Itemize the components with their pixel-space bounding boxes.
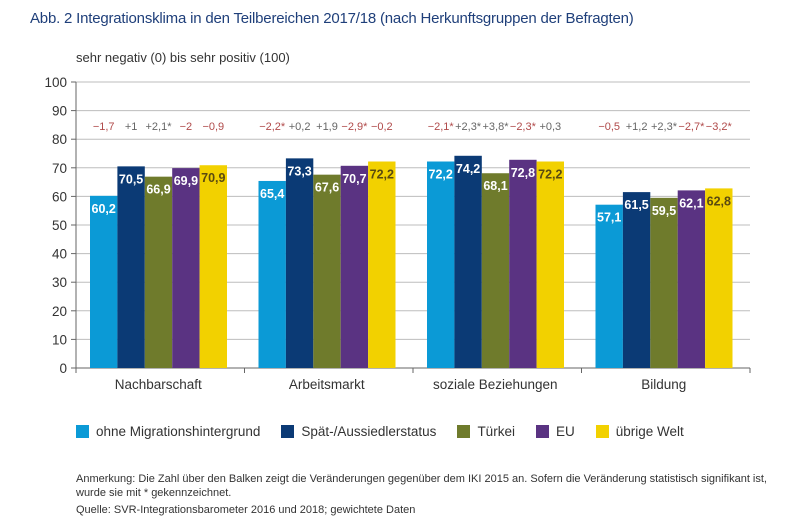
bar-value-label: 70,5 (119, 172, 143, 186)
y-tick-label: 70 (52, 161, 67, 176)
bar (313, 174, 341, 368)
bar-value-label: 57,1 (597, 211, 621, 225)
legend-swatch (281, 425, 295, 438)
y-tick-label: 80 (52, 132, 67, 147)
bar (454, 155, 482, 368)
legend-label: ohne Migrationshintergrund (96, 424, 261, 439)
bar (172, 168, 200, 368)
bar (509, 159, 537, 368)
bar (117, 166, 145, 368)
bar (144, 176, 173, 368)
bar-value-label: 60,2 (92, 202, 116, 216)
legend: ohne Migrationshintergrund Spät-/Aussiedl… (76, 424, 705, 439)
bar (340, 165, 369, 368)
y-tick-label: 90 (52, 104, 67, 119)
change-label: +0,3 (539, 121, 561, 133)
y-tick-label: 50 (52, 218, 67, 233)
y-axis-label: sehr negativ (0) bis sehr positiv (100) (76, 50, 290, 65)
bar (650, 197, 678, 368)
bar (705, 188, 733, 368)
change-label: +3,8* (483, 121, 510, 133)
bar-value-label: 62,8 (707, 194, 731, 208)
bar-chart: 0 10 20 30 40 50 60 70 80 90 100 Nachbarschaft 60,2 −… (44, 75, 751, 392)
y-tick-label: 30 (52, 275, 67, 290)
change-label: −2,9* (341, 121, 368, 133)
bar-value-label: 72,2 (538, 168, 562, 182)
bar (595, 204, 623, 368)
legend-item: EU (535, 424, 575, 439)
bar-value-label: 68,1 (483, 179, 507, 193)
change-label: +2,3* (455, 121, 482, 133)
bar-value-label: 61,5 (624, 198, 648, 212)
category-label: Nachbarschaft (115, 377, 202, 392)
y-tick-label: 40 (52, 247, 67, 262)
y-tick-label: 10 (52, 332, 67, 347)
change-label: −0,9 (202, 121, 224, 133)
bar (199, 165, 227, 368)
legend-swatch (535, 425, 549, 438)
bar (90, 195, 118, 368)
bar-value-label: 67,6 (315, 181, 339, 195)
change-label: −2,1* (428, 121, 455, 133)
category-label: Bildung (641, 377, 686, 392)
change-label: +0,2 (289, 121, 311, 133)
legend-label: übrige Welt (615, 424, 684, 439)
legend-swatch (595, 425, 609, 438)
bar-value-label: 69,9 (174, 174, 198, 188)
change-label: −0,5 (598, 121, 620, 133)
legend-item: Spät-/Aussiedlerstatus (281, 424, 436, 439)
bar (677, 190, 706, 368)
change-label: −2,2* (259, 121, 286, 133)
legend-label: Türkei (477, 424, 515, 439)
legend-label: Spät-/Aussiedlerstatus (301, 424, 437, 439)
y-tick-label: 20 (52, 304, 67, 319)
bar (427, 161, 455, 368)
legend-item: ohne Migrationshintergrund (76, 424, 260, 439)
bar-value-label: 74,2 (456, 162, 480, 176)
bar (368, 161, 396, 368)
note-line-2: wurde sie mit * gekennzeichnet. (76, 487, 232, 499)
y-tick-label: 60 (52, 189, 67, 204)
bar-value-label: 72,2 (370, 168, 394, 182)
chart-title: Abb. 2 Integrationsklima in den Teilbere… (30, 10, 634, 27)
y-tick-label: 0 (59, 361, 67, 376)
bar (258, 180, 286, 368)
change-label: −2,3* (510, 121, 537, 133)
legend-item: Türkei (457, 424, 515, 439)
bar-value-label: 72,2 (429, 168, 453, 182)
bar-value-label: 70,7 (342, 172, 366, 186)
bar (622, 192, 651, 368)
source-note: Quelle: SVR-Integrationsbarometer 2016 u… (76, 504, 416, 516)
change-label: −1,7 (93, 121, 115, 133)
legend-label: EU (555, 424, 575, 439)
legend-swatch (76, 425, 89, 438)
change-label: +2,1* (146, 121, 173, 133)
legend-item: übrige Welt (595, 424, 684, 439)
change-label: −0,2 (371, 121, 393, 133)
y-tick-label: 100 (44, 75, 67, 90)
bar (536, 161, 564, 368)
change-label: +1,9 (316, 121, 338, 133)
change-label: +1 (125, 121, 138, 133)
bar-value-label: 73,3 (287, 164, 311, 178)
category-label: Arbeitsmarkt (289, 377, 365, 392)
change-label: +2,3* (651, 121, 678, 133)
bar-value-label: 65,4 (260, 187, 284, 201)
bar-value-label: 70,9 (201, 171, 225, 185)
change-label: −2 (180, 121, 193, 133)
note-line-1: Anmerkung: Die Zahl über den Balken zeig… (76, 473, 767, 485)
category-label: soziale Beziehungen (433, 377, 558, 392)
bar (285, 158, 314, 368)
bar (481, 173, 510, 368)
change-label: −3,2* (706, 121, 733, 133)
change-label: −2,7* (678, 121, 705, 133)
bar-value-label: 62,1 (679, 196, 703, 210)
bar-value-label: 66,9 (146, 183, 170, 197)
bar-value-label: 72,8 (511, 166, 535, 180)
change-label: +1,2 (626, 121, 648, 133)
legend-swatch (457, 425, 471, 438)
bar-value-label: 59,5 (652, 204, 676, 218)
